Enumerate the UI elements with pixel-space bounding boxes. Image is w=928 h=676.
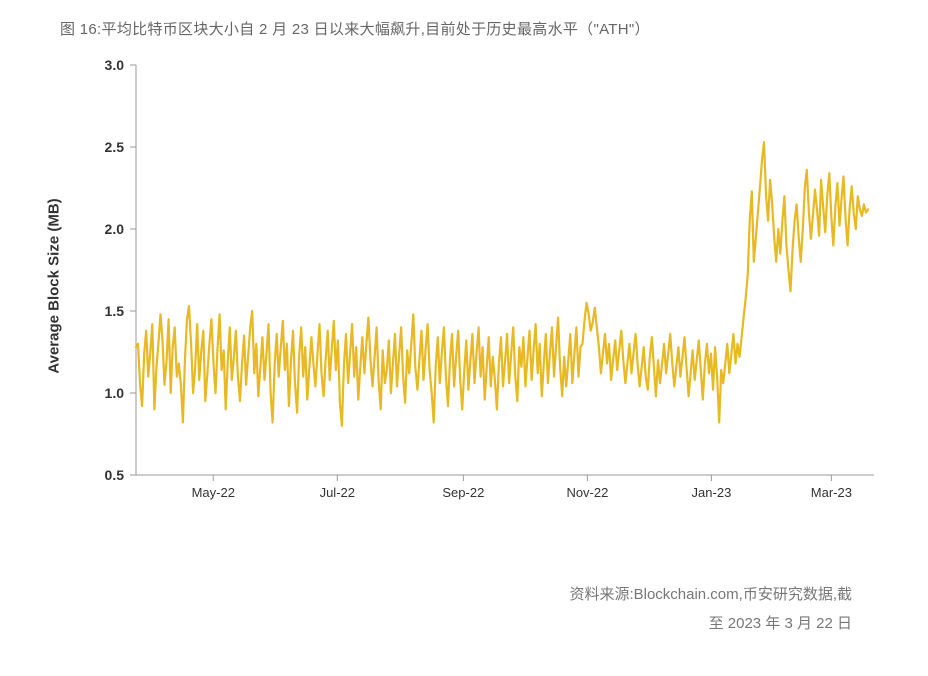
- y-tick-label: 0.5: [105, 467, 125, 483]
- plot-area: 0.51.01.52.02.53.0May-22Jul-22Sep-22Nov-…: [136, 61, 874, 475]
- x-tick-label: Jul-22: [320, 485, 355, 500]
- page: 图 16:平均比特币区块大小自 2 月 23 日以来大幅飙升,目前处于历史最高水…: [0, 0, 928, 676]
- x-tick-label: Mar-23: [811, 485, 852, 500]
- x-tick-label: May-22: [192, 485, 235, 500]
- block-size-series: [136, 142, 868, 426]
- x-tick-label: Jan-23: [692, 485, 732, 500]
- y-tick-label: 3.0: [105, 57, 125, 73]
- y-tick-label: 1.5: [105, 303, 125, 319]
- line-chart-svg: 0.51.01.52.02.53.0May-22Jul-22Sep-22Nov-…: [136, 61, 874, 475]
- source-line-2: 至 2023 年 3 月 22 日: [709, 615, 852, 632]
- chart-container: Average Block Size (MB) 0.51.01.52.02.53…: [64, 61, 874, 511]
- chart-title: 图 16:平均比特币区块大小自 2 月 23 日以来大幅飙升,目前处于历史最高水…: [60, 18, 894, 39]
- x-tick-label: Sep-22: [442, 485, 484, 500]
- source-line-1: 资料来源:Blockchain.com,币安研究数据,截: [569, 586, 852, 603]
- y-axis-label: Average Block Size (MB): [46, 198, 63, 373]
- y-tick-label: 1.0: [105, 385, 125, 401]
- x-tick-label: Nov-22: [566, 485, 608, 500]
- y-tick-label: 2.0: [105, 221, 125, 237]
- y-tick-label: 2.5: [105, 139, 125, 155]
- source-attribution: 资料来源:Blockchain.com,币安研究数据,截 至 2023 年 3 …: [472, 581, 852, 638]
